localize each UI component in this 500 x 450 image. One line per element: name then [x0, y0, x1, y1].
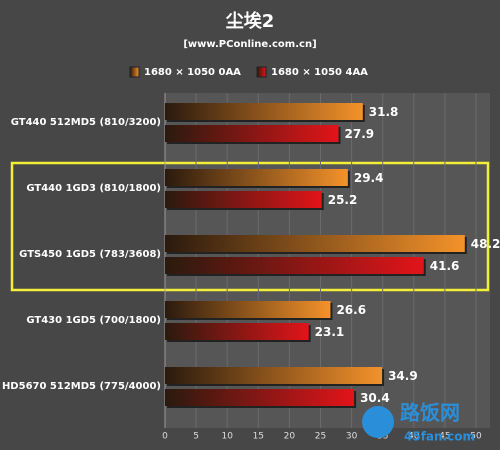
x-tick-label: 50	[470, 432, 482, 442]
bar	[165, 103, 363, 120]
value-label: 26.6	[336, 303, 366, 317]
highlight-box	[10, 161, 490, 292]
category-label: HD5670 512MD5 (775/4000)	[2, 381, 161, 392]
x-tick-label: 20	[284, 432, 296, 442]
x-tick-label: 15	[253, 432, 264, 442]
value-label: 48.2	[471, 237, 500, 251]
value-label: 23.1	[315, 325, 345, 339]
legend-label: 1680 × 1050 0AA	[144, 67, 241, 78]
watermark-logo	[362, 406, 394, 438]
bar	[165, 301, 331, 318]
bar	[165, 257, 424, 274]
category-label: GT440 512MD5 (810/3200)	[11, 117, 161, 128]
category-label: GT430 1GD5 (700/1800)	[26, 315, 161, 326]
legend-swatch	[129, 66, 140, 78]
chart-title: 尘埃2	[226, 10, 275, 32]
bar	[165, 125, 339, 142]
bar	[165, 169, 348, 186]
bar	[165, 323, 309, 340]
legend-swatch	[256, 66, 267, 78]
bar	[165, 367, 383, 384]
bar	[165, 389, 355, 406]
x-tick-label: 5	[193, 432, 199, 442]
value-label: 25.2	[328, 193, 358, 207]
bar	[165, 191, 322, 208]
x-tick-label: 10	[221, 432, 233, 442]
chart-subtitle: [www.PConline.com.cn]	[183, 39, 316, 50]
category-label: GT440 1GD3 (810/1800)	[26, 183, 161, 194]
legend-label: 1680 × 1050 4AA	[271, 67, 368, 78]
value-label: 31.8	[369, 105, 399, 119]
watermark: 路饭网 45fan.com	[362, 401, 475, 444]
x-tick-label: 0	[162, 432, 168, 442]
watermark-name: 路饭网	[400, 401, 460, 425]
value-label: 27.9	[345, 127, 375, 141]
watermark-url: 45fan.com	[404, 430, 475, 444]
x-tick-label: 40	[408, 432, 420, 442]
x-tick-label: 25	[315, 432, 326, 442]
x-tick-label: 45	[439, 432, 450, 442]
value-label: 29.4	[354, 171, 384, 185]
value-label: 41.6	[430, 259, 460, 273]
value-label: 30.4	[360, 391, 390, 405]
bar	[165, 235, 465, 252]
value-label: 34.9	[388, 369, 418, 383]
category-label: GTS450 1GD5 (783/3608)	[19, 249, 161, 260]
x-tick-label: 30	[346, 432, 358, 442]
